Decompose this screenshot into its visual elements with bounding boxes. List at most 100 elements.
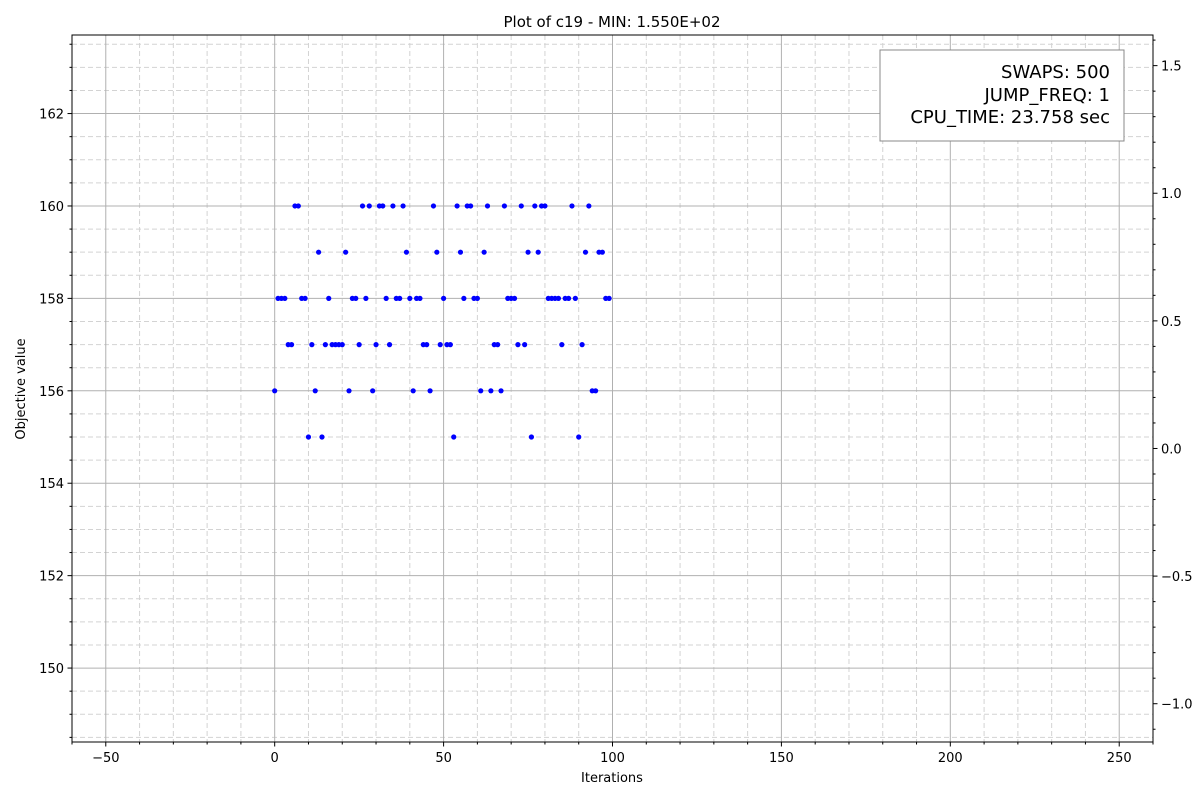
chart-title: Plot of c19 - MIN: 1.550E+02 [503, 13, 720, 31]
data-point [410, 388, 416, 394]
x-tick-label: 0 [271, 751, 279, 766]
data-point [606, 295, 612, 301]
data-point [417, 295, 423, 301]
data-point [302, 295, 308, 301]
right-y-tick-label: 0.5 [1161, 315, 1182, 330]
data-point [272, 388, 278, 394]
data-point [326, 295, 332, 301]
data-point [305, 434, 312, 440]
right-y-tick-label: −0.5 [1161, 570, 1193, 585]
data-point [555, 295, 562, 301]
y-axis-ticks: 150 152 154 156 158 160 162 [39, 43, 72, 738]
data-point [386, 342, 393, 348]
x-tick-label: −50 [92, 751, 119, 766]
y-tick-label: 160 [39, 200, 64, 215]
data-point [400, 203, 406, 209]
data-point [457, 249, 464, 255]
data-point [511, 295, 518, 301]
data-point [346, 388, 352, 394]
y-tick-label: 154 [39, 477, 64, 492]
data-point [478, 388, 484, 394]
x-tick-label: 200 [938, 751, 963, 766]
legend-swaps: SWAPS: 500 [1001, 62, 1110, 83]
right-y-tick-label: 1.5 [1161, 60, 1182, 75]
x-axis-ticks: −50 0 50 100 150 200 250 [71, 742, 1154, 766]
y-tick-label: 158 [39, 292, 64, 307]
data-point [312, 388, 318, 394]
data-point [481, 249, 487, 255]
data-point [593, 388, 599, 394]
data-point [579, 342, 585, 348]
data-point [582, 249, 589, 255]
data-point [322, 342, 328, 348]
data-point [309, 342, 315, 348]
data-point [525, 249, 531, 255]
data-point [282, 295, 288, 301]
data-point [576, 434, 582, 440]
legend-cpu-time: CPU_TIME: 23.758 sec [910, 107, 1110, 128]
data-point [430, 203, 437, 209]
data-point [542, 203, 548, 209]
data-point [468, 203, 474, 209]
data-point [559, 342, 565, 348]
right-y-axis-ticks: −1.0 −0.5 0.0 0.5 1.0 1.5 [1153, 39, 1193, 730]
y-tick-label: 162 [39, 108, 64, 123]
data-point [359, 203, 366, 209]
data-point [380, 203, 386, 209]
x-tick-label: 100 [600, 751, 625, 766]
legend-jump-freq: JUMP_FREQ: 1 [983, 85, 1110, 106]
data-point [390, 203, 396, 209]
data-point [383, 295, 389, 301]
data-point [515, 342, 521, 348]
data-point [319, 434, 325, 440]
x-tick-label: 150 [769, 751, 794, 766]
data-point [572, 295, 578, 301]
data-point [528, 434, 535, 440]
data-point [295, 203, 301, 209]
data-point [434, 249, 440, 255]
data-point [366, 203, 372, 209]
data-point [451, 434, 457, 440]
data-point [495, 342, 501, 348]
data-point [474, 295, 480, 301]
data-point [461, 295, 467, 301]
data-point [427, 388, 433, 394]
data-point [339, 342, 345, 348]
y-tick-label: 150 [39, 662, 64, 677]
data-point [403, 249, 410, 255]
data-point [343, 249, 349, 255]
data-point [407, 295, 413, 301]
data-point [532, 203, 538, 209]
x-tick-label: 50 [435, 751, 452, 766]
data-point [363, 295, 369, 301]
data-points [272, 203, 612, 440]
data-point [599, 249, 605, 255]
data-point [353, 295, 359, 301]
data-point [535, 249, 541, 255]
data-point [316, 249, 322, 255]
x-axis-label: Iterations [581, 771, 643, 786]
data-point [501, 203, 507, 209]
legend-box: SWAPS: 500 JUMP_FREQ: 1 CPU_TIME: 23.758… [879, 49, 1125, 142]
data-point [488, 388, 494, 394]
data-point [424, 342, 430, 348]
data-point [437, 342, 443, 348]
x-tick-label: 250 [1107, 751, 1132, 766]
data-point [522, 342, 528, 348]
data-point [356, 342, 362, 348]
y-tick-label: 152 [39, 570, 64, 585]
right-y-tick-label: −1.0 [1161, 698, 1193, 713]
y-axis-label: Objective value [14, 338, 29, 439]
data-point [498, 388, 504, 394]
legend-frame [879, 49, 1125, 142]
right-y-tick-label: 1.0 [1161, 187, 1182, 202]
data-point [373, 342, 379, 348]
data-point [447, 342, 453, 348]
data-point [484, 203, 491, 209]
data-point [440, 295, 447, 301]
major-gridlines [72, 35, 1153, 742]
y-tick-label: 156 [39, 385, 64, 400]
data-point [370, 388, 376, 394]
data-point [518, 203, 524, 209]
